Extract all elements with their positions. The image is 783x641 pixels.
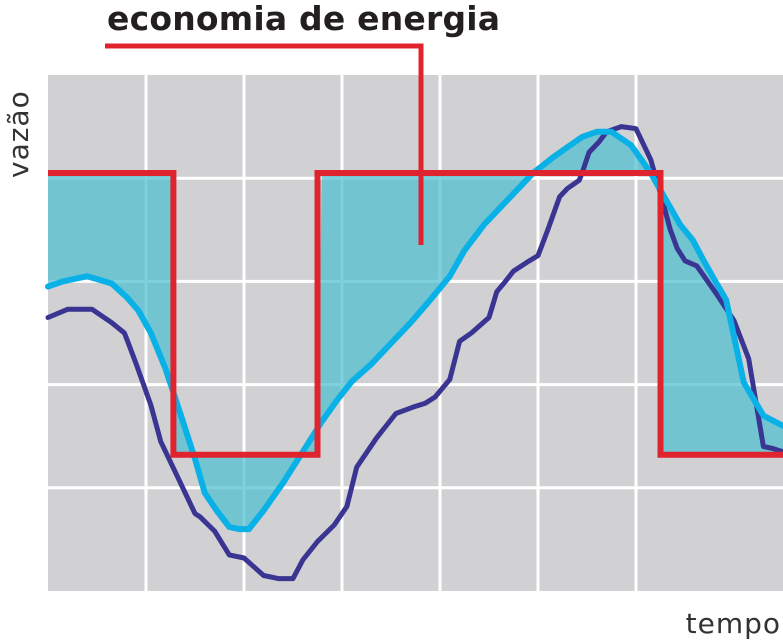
setpoint-line: [48, 170, 783, 458]
x-axis-label: tempo: [686, 607, 781, 640]
demand-line: [45, 124, 783, 582]
y-axis-label: vazão: [2, 90, 35, 178]
chart-title: economia de energia: [107, 0, 500, 38]
savings-region: [173, 173, 318, 530]
title-callout-line: [105, 43, 424, 245]
savings-region: [317, 131, 661, 455]
savings-region: [660, 173, 783, 455]
